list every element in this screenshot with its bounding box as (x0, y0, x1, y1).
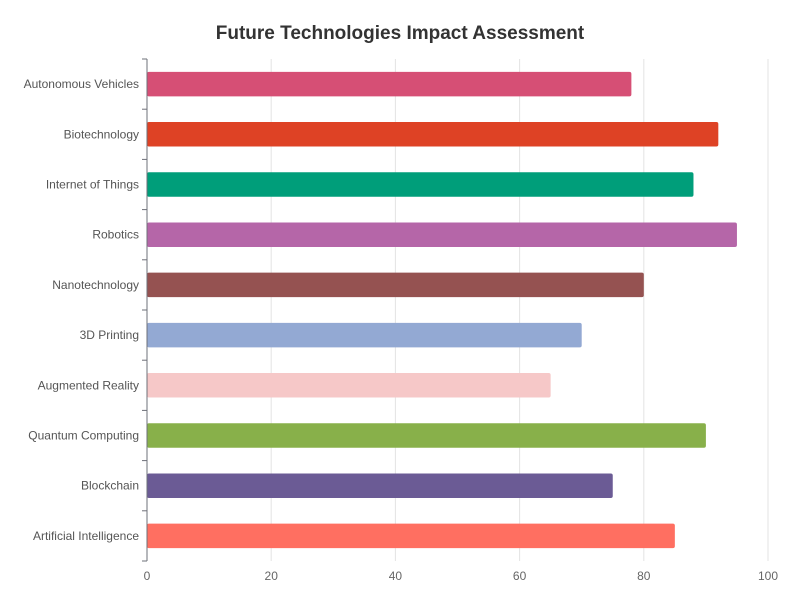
category-label-8: Blockchain (81, 479, 139, 493)
bar-1 (147, 122, 719, 147)
axes (142, 58, 148, 562)
category-label-3: Robotics (92, 228, 139, 242)
bar-7 (147, 423, 706, 448)
bar-9 (147, 523, 675, 549)
chart-title: Future Technologies Impact Assessment (216, 23, 585, 44)
bar-6 (147, 373, 551, 398)
bars (147, 71, 737, 549)
x-tick-label-0: 0 (144, 569, 151, 583)
x-tick-label-3: 60 (513, 569, 527, 583)
category-label-6: Augmented Reality (38, 378, 139, 392)
x-tick-label-1: 20 (265, 569, 279, 583)
category-label-9: Artificial Intelligence (33, 529, 139, 543)
bar-3 (147, 222, 737, 247)
bar-5 (147, 322, 582, 348)
bar-8 (147, 473, 613, 498)
tick-labels: 0 20 40 60 80 100 (144, 569, 779, 583)
bar-2 (147, 172, 694, 197)
x-tick-label-4: 80 (637, 569, 651, 583)
bar-0 (147, 71, 632, 97)
category-label-7: Quantum Computing (28, 429, 139, 443)
category-labels: Autonomous Vehicles Biotechnology Internet… (24, 77, 140, 543)
bar-4 (147, 272, 644, 298)
x-tick-label-2: 40 (389, 569, 403, 583)
category-label-2: Internet of Things (46, 178, 139, 192)
x-tick-label-5: 100 (758, 569, 778, 583)
category-label-4: Nanotechnology (52, 278, 139, 292)
category-label-5: 3D Printing (80, 328, 139, 342)
category-label-0: Autonomous Vehicles (24, 77, 139, 91)
category-label-1: Biotechnology (64, 127, 139, 141)
